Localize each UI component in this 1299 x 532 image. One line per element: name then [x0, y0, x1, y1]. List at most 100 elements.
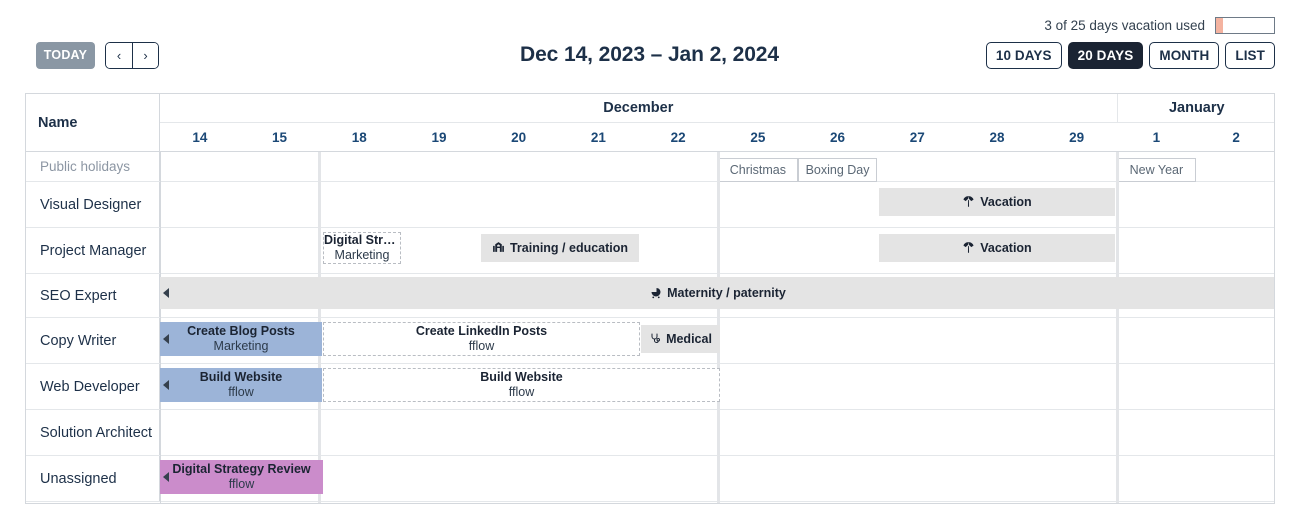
gantt-bar[interactable]: Vacation: [879, 188, 1115, 216]
gantt-bar-subtitle: fflow: [228, 477, 255, 491]
column-header-name: Name: [26, 94, 160, 152]
gantt-bar-title: Digital Strategy Review: [172, 462, 311, 477]
row-label-seo-expert[interactable]: SEO Expert: [26, 274, 160, 317]
gantt-bar-title: Create Blog Posts: [187, 324, 295, 339]
holiday-chip[interactable]: Boxing Day: [797, 158, 878, 182]
month-header-december: December: [603, 100, 674, 116]
previous-period-button[interactable]: ‹: [106, 43, 132, 68]
gantt-bar[interactable]: Maternity / paternity: [160, 277, 1274, 309]
gantt-lane[interactable]: Create Blog Posts Marketing Create LinkedI…: [160, 318, 1274, 363]
gantt-chart[interactable]: Name December January 14 15 18 19 20 21 22 25 26 2…: [25, 93, 1275, 504]
gantt-bar[interactable]: Digital Strategy Review fflow: [160, 460, 323, 494]
vacation-progress-fill: [1216, 18, 1223, 33]
gantt-bar[interactable]: Create LinkedIn Posts fflow: [323, 322, 640, 356]
gantt-bar-subtitle: Marketing: [213, 339, 269, 353]
gantt-body[interactable]: Public holidays Christmas Boxing Day New Ye…: [26, 152, 1274, 503]
day-header-19[interactable]: 19: [431, 129, 447, 145]
gantt-bar[interactable]: Build Website fflow: [160, 368, 322, 402]
gantt-bar[interactable]: Training / education: [481, 234, 639, 262]
gantt-bar-title: Vacation: [962, 241, 1032, 256]
gantt-bar-title: Build Website: [480, 370, 563, 385]
gantt-bar-label: Medical: [666, 331, 712, 346]
vacation-progress-bar: [1215, 17, 1275, 34]
row-label-project-manager[interactable]: Project Manager: [26, 228, 160, 273]
continues-left-arrow-icon: [163, 472, 169, 482]
stethoscope-icon: [649, 332, 661, 347]
view-switcher: 10 DAYS 20 DAYS MONTH LIST: [985, 42, 1275, 69]
continues-left-arrow-icon: [163, 334, 169, 344]
gantt-bar-title: Training / education: [492, 241, 628, 256]
day-header-26[interactable]: 26: [830, 129, 846, 145]
holiday-chip[interactable]: Christmas: [718, 158, 798, 182]
gantt-bar-subtitle: fflow: [228, 385, 254, 399]
day-header-27[interactable]: 27: [909, 129, 925, 145]
stroller-icon: [650, 286, 662, 301]
gantt-row: SEO Expert Maternity / paternity: [26, 274, 1274, 318]
gantt-bar[interactable]: Vacation: [879, 234, 1115, 262]
day-header-row: 14 15 18 19 20 21 22 25 26 27 28 29 1 2: [160, 123, 1274, 152]
gantt-bar-label: Vacation: [980, 194, 1032, 209]
day-header-22[interactable]: 22: [670, 129, 686, 145]
gantt-bar-title: Medical: [649, 332, 712, 347]
gantt-bar-label: Maternity / paternity: [667, 285, 786, 300]
day-header-14[interactable]: 14: [192, 129, 208, 145]
gantt-lane[interactable]: Maternity / paternity: [160, 274, 1274, 317]
gantt-bar[interactable]: Create Blog Posts Marketing: [160, 322, 322, 356]
beach-umbrella-icon: [962, 195, 975, 210]
day-header-15[interactable]: 15: [272, 129, 288, 145]
gantt-lane[interactable]: [160, 410, 1274, 455]
gantt-lane[interactable]: Digital Strategy Review fflow: [160, 456, 1274, 501]
view-button-20-days[interactable]: 20 DAYS: [1067, 42, 1144, 69]
gantt-bar-title: Maternity / paternity: [650, 286, 786, 301]
gantt-bar-subtitle: fflow: [508, 385, 535, 399]
gantt-row: Copy Writer Create Blog Posts Marketing Cre…: [26, 318, 1274, 364]
gantt-bar[interactable]: Digital Stra… Marketing: [323, 232, 401, 264]
toolbar: TODAY ‹ › Dec 14, 2023 – Jan 2, 2024 3 o…: [0, 0, 1299, 92]
gantt-row: Project Manager Digital Stra… Marketing Tra…: [26, 228, 1274, 274]
day-header-29[interactable]: 29: [1069, 129, 1085, 145]
gantt-header: Name December January 14 15 18 19 20 21 22 25 26 2…: [26, 94, 1274, 152]
view-button-list[interactable]: LIST: [1225, 42, 1275, 69]
day-header-1[interactable]: 1: [1152, 129, 1161, 145]
gantt-row: Unassigned Digital Strategy Review fflow: [26, 456, 1274, 502]
day-header-28[interactable]: 28: [989, 129, 1005, 145]
view-button-month[interactable]: MONTH: [1149, 42, 1220, 69]
date-nav-group: ‹ ›: [105, 42, 159, 69]
gantt-row: Solution Architect: [26, 410, 1274, 456]
row-label-unassigned[interactable]: Unassigned: [26, 456, 160, 501]
row-label-web-developer[interactable]: Web Developer: [26, 364, 160, 409]
day-header-21[interactable]: 21: [590, 129, 606, 145]
month-header-row: December January: [160, 94, 1274, 123]
gantt-bar-label: Training / education: [509, 240, 629, 255]
holiday-chip[interactable]: New Year: [1116, 158, 1197, 182]
row-label-public-holidays[interactable]: Public holidays: [26, 152, 160, 181]
row-label-copy-writer[interactable]: Copy Writer: [26, 318, 160, 363]
day-header-25[interactable]: 25: [750, 129, 766, 145]
gantt-bar[interactable]: Build Website fflow: [323, 368, 720, 402]
day-header-20[interactable]: 20: [511, 129, 527, 145]
day-header-2[interactable]: 2: [1232, 129, 1240, 145]
beach-umbrella-icon: [962, 241, 975, 256]
vacation-label: 3 of 25 days vacation used: [1044, 18, 1205, 33]
gantt-bar-title: Create LinkedIn Posts: [415, 324, 548, 339]
next-period-button[interactable]: ›: [132, 43, 158, 68]
school-icon: [492, 241, 505, 256]
view-button-10-days[interactable]: 10 DAYS: [985, 42, 1062, 69]
gantt-row: Visual Designer Vacation: [26, 182, 1274, 228]
gantt-lane[interactable]: Build Website fflow Build Website fflow: [160, 364, 1274, 409]
continues-left-arrow-icon: [163, 288, 169, 298]
gantt-row: Web Developer Build Website fflow Build Web…: [26, 364, 1274, 410]
gantt-bar-subtitle: Marketing: [334, 248, 390, 262]
gantt-lane[interactable]: Christmas Boxing Day New Year: [160, 152, 1274, 182]
gantt-lane[interactable]: Vacation: [160, 182, 1274, 227]
gantt-bar-title: Vacation: [962, 194, 1032, 210]
row-label-visual-designer[interactable]: Visual Designer: [26, 182, 160, 227]
gantt-bar[interactable]: Medical: [641, 325, 720, 353]
continues-left-arrow-icon: [163, 380, 169, 390]
gantt-bar-subtitle: fflow: [468, 339, 495, 353]
row-label-solution-architect[interactable]: Solution Architect: [26, 410, 160, 455]
day-header-18[interactable]: 18: [351, 129, 367, 145]
gantt-lane[interactable]: Digital Stra… Marketing Training / educati…: [160, 228, 1274, 273]
vacation-summary: 3 of 25 days vacation used: [1044, 17, 1275, 34]
today-button[interactable]: TODAY: [36, 42, 95, 69]
